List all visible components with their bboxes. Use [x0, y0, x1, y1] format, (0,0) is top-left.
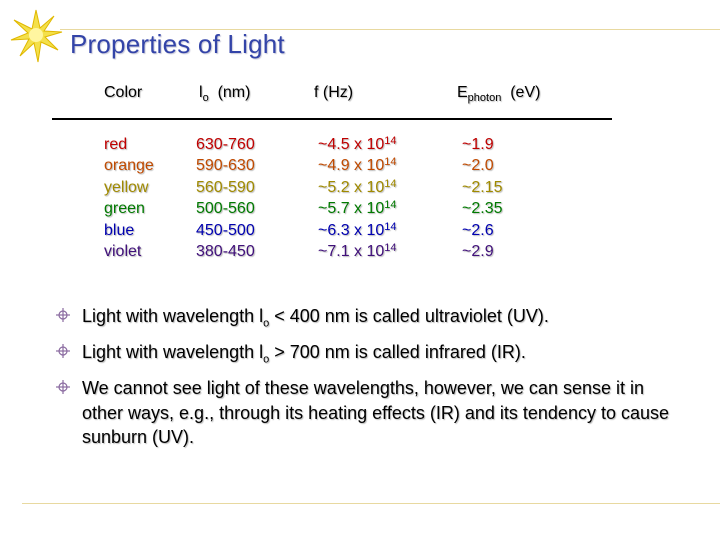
column-energy: ~1.9 ~2.0 ~2.15 ~2.35 ~2.6 ~2.9 [462, 134, 502, 262]
bullet-invisible-wavelengths: We cannot see light of these wavelengths… [82, 378, 669, 447]
cell-color: blue [104, 221, 135, 239]
crosshair-bullet-icon [56, 308, 70, 322]
cell-energy: ~2.0 [462, 157, 494, 175]
cell-color: green [104, 200, 145, 218]
header-frequency: f (Hz) [314, 84, 354, 101]
cell-frequency: ~6.3 x 1014 [318, 220, 397, 239]
page-title: Properties of Light [70, 29, 285, 59]
cell-color: red [104, 136, 128, 153]
cell-wavelength: 380-450 [196, 242, 255, 260]
header-wavelength: lo (nm) [199, 84, 251, 105]
cell-wavelength: 630-760 [196, 136, 255, 153]
cell-frequency: ~5.2 x 1014 [318, 177, 397, 196]
header-color: Color [104, 84, 143, 101]
cell-energy: ~1.9 [462, 136, 494, 153]
cell-frequency: ~7.1 x 1014 [318, 241, 397, 260]
cell-color: yellow [104, 178, 149, 196]
cell-energy: ~2.9 [462, 242, 494, 260]
title-rule [60, 29, 720, 30]
cell-color: orange [104, 157, 154, 175]
cell-wavelength: 590-630 [196, 157, 255, 175]
cell-wavelength: 560-590 [196, 178, 255, 196]
bullet-infrared: Light with wavelength lo > 700 nm is cal… [82, 342, 526, 366]
column-color: red orange yellow green blue violet [104, 134, 154, 262]
cell-frequency: ~5.7 x 1014 [318, 199, 397, 218]
cell-energy: ~2.35 [462, 200, 503, 218]
column-frequency: ~4.5 x 1014 ~4.9 x 1014 ~5.2 x 1014 ~5.7 x … [318, 134, 397, 262]
crosshair-bullet-icon [56, 344, 70, 358]
sunburst-icon [10, 9, 63, 63]
cell-energy: ~2.6 [462, 221, 494, 239]
header-divider [52, 118, 612, 120]
cell-frequency: ~4.9 x 1014 [318, 156, 397, 175]
column-wavelength: 630-760 590-630 560-590 500-560 450-500 380-4… [196, 134, 255, 262]
cell-wavelength: 450-500 [196, 221, 255, 239]
crosshair-bullet-icon [56, 380, 70, 394]
cell-energy: ~2.15 [462, 178, 503, 196]
cell-wavelength: 500-560 [196, 200, 255, 218]
header-energy: Ephoton (eV) [457, 84, 541, 105]
cell-color: violet [104, 242, 142, 260]
bullet-ultraviolet: Light with wavelength lo < 400 nm is cal… [82, 306, 549, 330]
footer-rule [22, 503, 720, 504]
cell-frequency: ~4.5 x 1014 [318, 135, 397, 154]
